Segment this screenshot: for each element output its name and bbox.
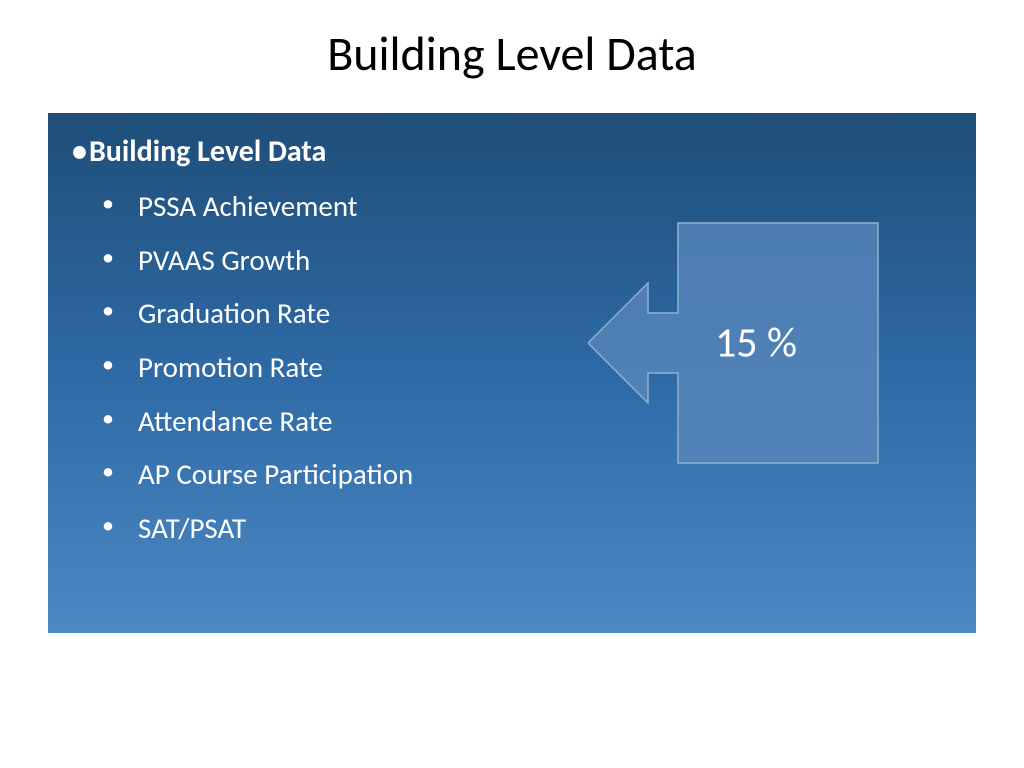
arrow-callout: 15 %: [588, 193, 888, 493]
list-item: SAT/PSAT: [102, 502, 952, 556]
panel-header: Building Level Data: [72, 133, 952, 170]
content-panel: Building Level Data PSSA Achievement PVA…: [48, 113, 976, 633]
slide-title: Building Level Data: [0, 0, 1024, 113]
arrow-label: 15 %: [715, 318, 797, 369]
